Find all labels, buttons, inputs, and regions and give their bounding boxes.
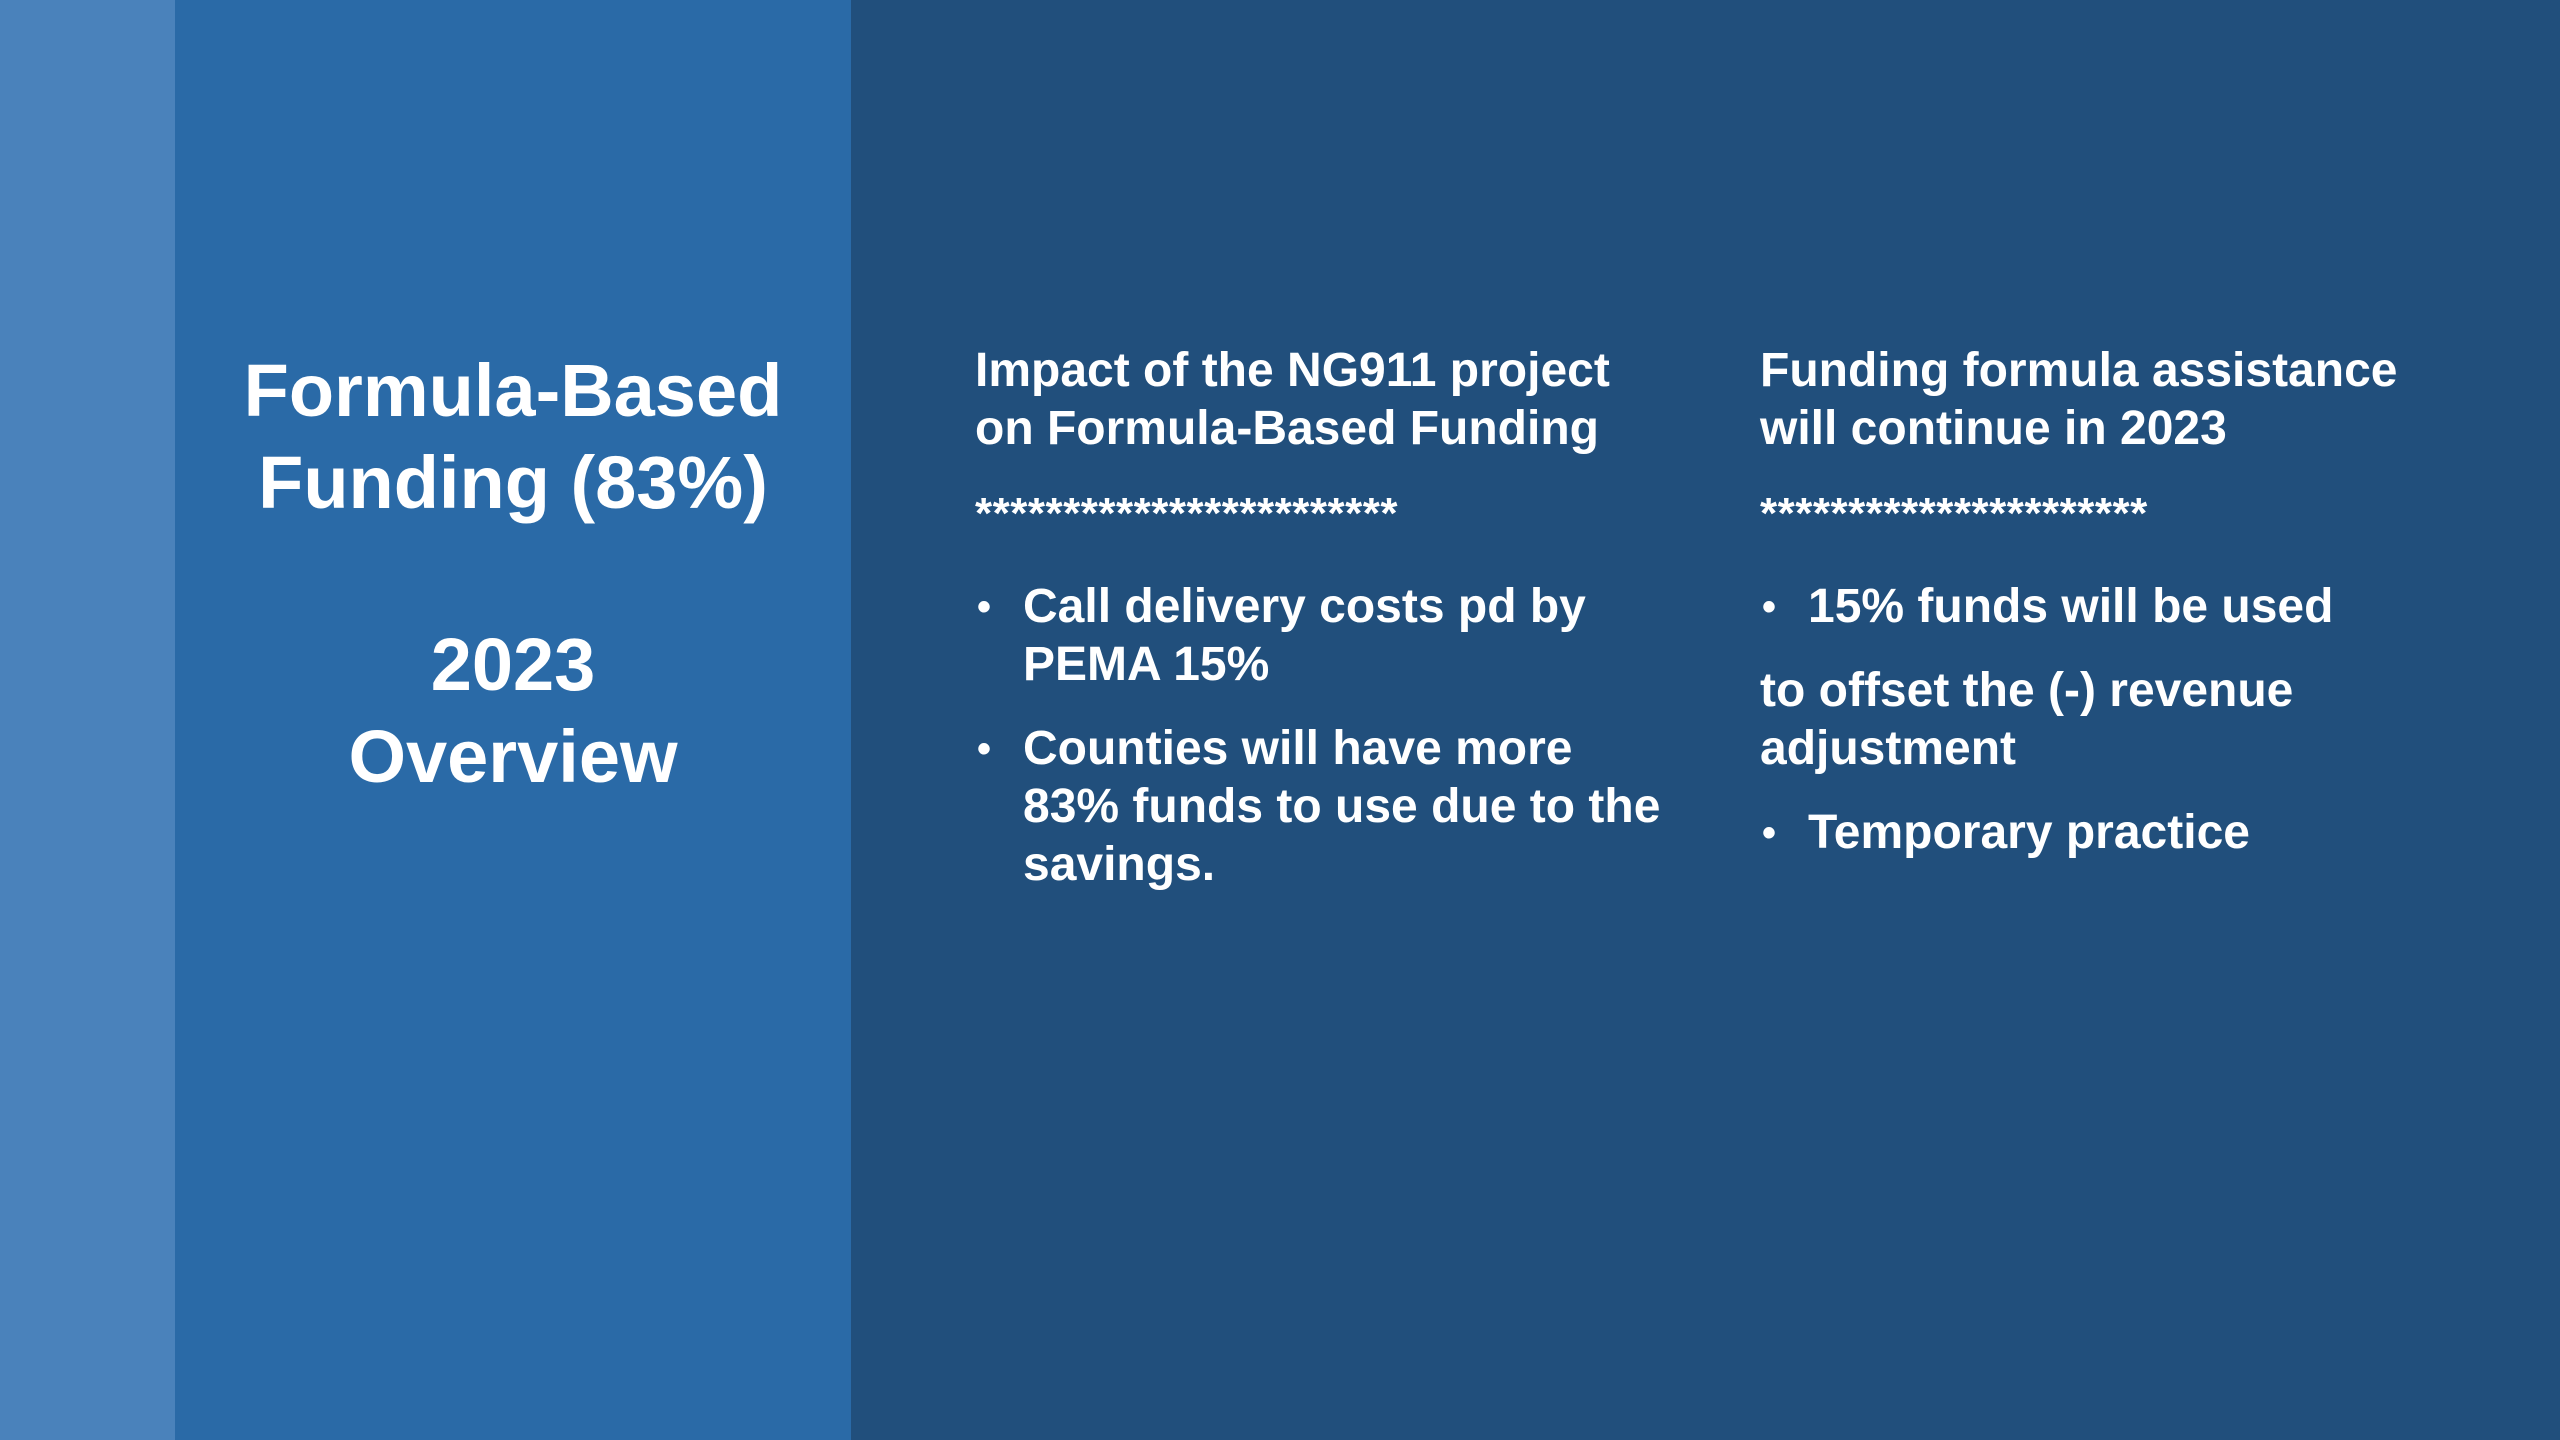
- right-column-heading: Funding formula assistance will continue…: [1760, 342, 2460, 458]
- title-year: 2023: [430, 623, 596, 706]
- title-line-2: Funding (83%): [258, 441, 768, 524]
- list-item: • 15% funds will be used: [1760, 578, 2460, 636]
- right-heading-line-1: Funding formula assistance: [1760, 344, 2398, 397]
- right-column: Funding formula assistance will continue…: [1760, 342, 2460, 888]
- list-item-text: 15% funds will be used: [1808, 580, 2334, 633]
- right-separator: **********************: [1760, 489, 2148, 538]
- accent-stripe: [0, 0, 175, 1440]
- left-bullet-list: • Call delivery costs pd by PEMA 15% • C…: [975, 578, 1675, 894]
- right-heading-line-2: will continue in 2023: [1760, 402, 2227, 455]
- list-item-text: Call delivery costs pd by PEMA 15%: [1023, 580, 1586, 691]
- right-bullet-list-2: • Temporary practice: [1760, 804, 2460, 862]
- list-item: • Call delivery costs pd by PEMA 15%: [975, 578, 1675, 694]
- list-item-text: Counties will have more 83% funds to use…: [1023, 722, 1661, 891]
- left-heading-line-1: Impact of the NG911 project: [975, 344, 1610, 397]
- bullet-icon: •: [977, 585, 992, 629]
- left-separator: ************************: [975, 489, 1398, 538]
- title-line-1: Formula-Based: [243, 349, 783, 432]
- bullet-icon: •: [1762, 811, 1777, 855]
- list-item: • Counties will have more 83% funds to u…: [975, 720, 1675, 894]
- title-panel: Formula-Based Funding (83%) 2023 Overvie…: [175, 0, 851, 1440]
- bullet-icon: •: [977, 727, 992, 771]
- title-line-overview: Overview: [348, 715, 678, 798]
- left-column-heading: Impact of the NG911 project on Formula-B…: [975, 342, 1675, 458]
- list-item-text: Temporary practice: [1808, 806, 2250, 859]
- left-heading-line-2: on Formula-Based Funding: [975, 402, 1599, 455]
- list-item: • Temporary practice: [1760, 804, 2460, 862]
- right-bullet-list-1: • 15% funds will be used: [1760, 578, 2460, 636]
- right-paragraph: to offset the (-) revenue adjustment: [1760, 664, 2294, 775]
- bullet-icon: •: [1762, 585, 1777, 629]
- slide-title: Formula-Based Funding (83%) 2023 Overvie…: [175, 345, 851, 803]
- left-column: Impact of the NG911 project on Formula-B…: [975, 342, 1675, 920]
